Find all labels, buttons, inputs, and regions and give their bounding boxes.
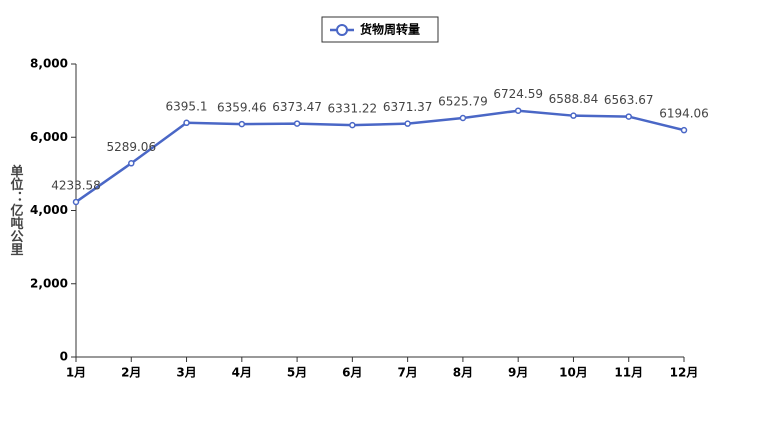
value-label: 6373.47 bbox=[272, 100, 322, 114]
legend-marker bbox=[336, 24, 348, 36]
legend-label: 货物周转量 bbox=[360, 22, 420, 37]
value-label: 5289.06 bbox=[106, 140, 156, 154]
x-tick-label: 4月 bbox=[232, 366, 252, 380]
x-tick-label: 9月 bbox=[508, 366, 528, 380]
y-tick-label: 4,000 bbox=[30, 203, 68, 217]
point bbox=[570, 112, 577, 119]
point bbox=[625, 113, 632, 120]
x-tick-label: 7月 bbox=[397, 366, 417, 380]
x-tick-label: 8月 bbox=[453, 366, 473, 380]
x-tick-label: 3月 bbox=[176, 366, 196, 380]
value-label: 6359.46 bbox=[217, 101, 267, 115]
y-tick-label: 6,000 bbox=[30, 130, 68, 144]
point bbox=[293, 120, 301, 127]
y-tick-label: 8,000 bbox=[30, 57, 68, 71]
value-label: 6588.84 bbox=[549, 92, 599, 106]
value-label: 6724.59 bbox=[493, 87, 543, 101]
value-label: 6563.67 bbox=[604, 93, 654, 107]
value-label: 6525.79 bbox=[438, 94, 488, 108]
x-tick-label: 5月 bbox=[287, 366, 307, 380]
value-label: 6331.22 bbox=[328, 102, 378, 116]
y-tick-label: 2,000 bbox=[30, 276, 68, 290]
value-label: 4233.58 bbox=[51, 178, 101, 192]
point bbox=[238, 120, 246, 128]
x-tick-label: 10月 bbox=[559, 366, 588, 380]
value-label: 6371.37 bbox=[383, 100, 433, 114]
point bbox=[514, 107, 522, 114]
x-tick-label: 2月 bbox=[121, 366, 141, 380]
y-axis-label: 单位：亿吨公里 bbox=[8, 164, 24, 257]
x-tick-label: 1月 bbox=[66, 366, 86, 380]
point bbox=[128, 160, 135, 167]
value-label: 6194.06 bbox=[659, 107, 709, 121]
x-tick-label: 6月 bbox=[342, 366, 362, 380]
series-line bbox=[75, 109, 685, 203]
value-label: 6395.1 bbox=[166, 99, 208, 113]
point bbox=[349, 121, 356, 129]
point bbox=[72, 198, 80, 206]
x-tick-label: 12月 bbox=[670, 366, 699, 380]
point bbox=[404, 120, 411, 127]
point bbox=[183, 119, 190, 127]
point bbox=[459, 114, 467, 122]
x-tick-label: 11月 bbox=[614, 366, 643, 380]
y-tick-label: 0 bbox=[60, 350, 68, 364]
point bbox=[680, 126, 688, 134]
